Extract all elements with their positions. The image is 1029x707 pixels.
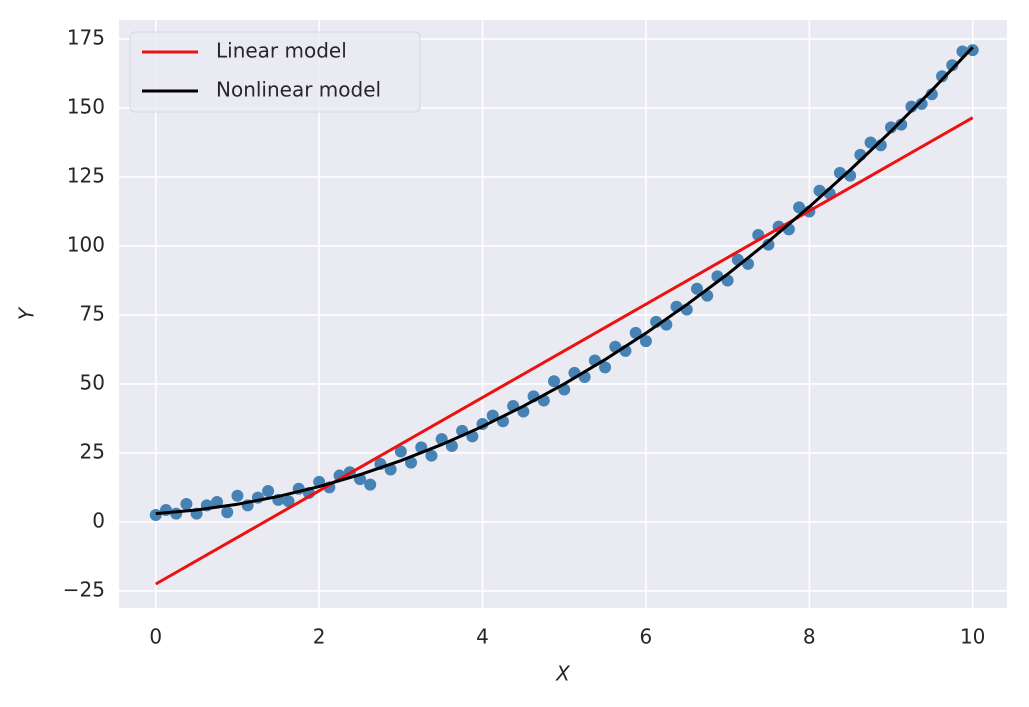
y-tick-label: −25 — [63, 577, 105, 601]
scatter-point — [639, 335, 652, 348]
scatter-point — [231, 489, 244, 502]
y-tick-label: 75 — [80, 301, 105, 325]
x-axis-label: X — [555, 662, 571, 686]
model-line — [155, 46, 974, 516]
scatter-point — [884, 121, 897, 134]
x-tick-label: 2 — [313, 625, 326, 649]
scatter-point — [282, 495, 295, 508]
x-tick-label: 6 — [640, 625, 653, 649]
scatter-point — [211, 496, 224, 509]
scatter-point — [793, 201, 806, 214]
y-tick-label: 125 — [67, 164, 105, 188]
scatter-point — [895, 118, 908, 131]
scatter-point — [966, 44, 979, 57]
y-tick-label: 0 — [92, 508, 105, 532]
legend-label: Linear model — [216, 39, 347, 63]
scatter-point — [946, 59, 959, 72]
scatter-point — [762, 238, 775, 251]
scatter-point — [599, 361, 612, 374]
y-tick-label: 50 — [80, 370, 105, 394]
scatter-point — [180, 497, 193, 510]
scatter-point — [364, 478, 377, 491]
x-tick-label: 8 — [803, 625, 816, 649]
y-tick-label: 100 — [67, 232, 105, 256]
scatter-point — [394, 445, 407, 458]
scatter-point — [864, 136, 877, 149]
scatter-point — [405, 456, 418, 469]
scatter-point — [629, 326, 642, 339]
scatter-point — [262, 485, 275, 498]
x-tick-label: 0 — [149, 625, 162, 649]
x-tick-label: 4 — [476, 625, 489, 649]
scatter-point — [221, 506, 234, 519]
x-tick-label: 10 — [960, 625, 985, 649]
scatter-point — [690, 282, 703, 295]
scatter-point — [445, 440, 458, 453]
scatter-point — [548, 375, 561, 388]
legend-box — [129, 31, 421, 113]
plot-area — [119, 20, 1007, 608]
scatter-point — [936, 70, 949, 83]
scatter-point — [149, 509, 162, 522]
scatter-point — [425, 449, 438, 462]
legend-label: Nonlinear model — [216, 78, 381, 102]
y-tick-label: 25 — [80, 439, 105, 463]
y-tick-label: 150 — [67, 95, 105, 119]
y-axis-label: Y — [15, 306, 39, 320]
model-line — [155, 116, 974, 586]
y-tick-label: 175 — [67, 26, 105, 50]
scatter-point — [915, 97, 928, 110]
